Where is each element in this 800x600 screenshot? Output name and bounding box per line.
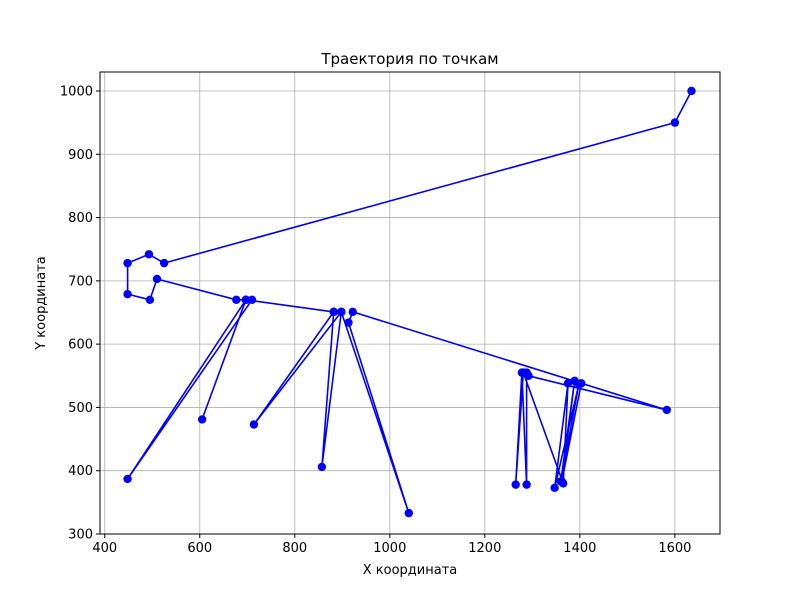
trajectory-point: [337, 307, 346, 317]
trajectory-point: [123, 474, 132, 484]
x-tick-label: 400: [92, 541, 117, 556]
x-tick-label: 1000: [373, 541, 406, 556]
y-tick-label: 800: [68, 211, 93, 226]
trajectory-point: [152, 274, 162, 284]
trajectory-point: [687, 86, 696, 96]
trajectory-point: [241, 295, 251, 305]
trajectory-point: [232, 295, 241, 305]
x-axis-label: X координата: [363, 563, 458, 578]
trajectory-point: [519, 368, 528, 377]
y-tick-label: 900: [68, 148, 93, 163]
x-tick-label: 600: [187, 541, 212, 556]
trajectory-point: [563, 379, 573, 388]
grid: [100, 72, 720, 535]
trajectory-point: [348, 307, 357, 317]
series-group: [123, 86, 696, 518]
trajectory-point: [550, 483, 559, 492]
trajectory-point: [145, 295, 155, 305]
trajectory-point: [317, 462, 327, 472]
y-axis-ticks: 300 400 500 600 700 800 900 1000: [60, 84, 100, 543]
x-tick-label: 1200: [468, 541, 501, 556]
trajectory-point: [344, 318, 353, 327]
trajectory-point: [197, 415, 207, 424]
trajectory-point: [557, 477, 566, 486]
y-tick-label: 600: [68, 338, 93, 353]
y-tick-label: 400: [68, 464, 93, 479]
y-tick-label: 1000: [60, 84, 93, 99]
x-tick-label: 800: [282, 541, 307, 556]
trajectory-point: [123, 258, 132, 268]
trajectory-point: [249, 420, 259, 429]
trajectory-point: [670, 118, 680, 127]
chart-title: Траектория по точкам: [320, 50, 498, 68]
trajectory-point: [404, 508, 414, 518]
x-axis-ticks: 400 600 800 1000 1200 1400 1600: [92, 534, 691, 556]
y-tick-label: 700: [68, 274, 93, 289]
x-tick-label: 1600: [658, 541, 691, 556]
y-axis-label: Y координата: [34, 256, 49, 351]
trajectory-point: [662, 405, 671, 415]
y-tick-label: 500: [68, 401, 93, 416]
trajectory-line: [126, 90, 693, 514]
trajectory-point: [123, 289, 132, 299]
trajectory-point: [144, 250, 154, 259]
trajectory-point: [247, 295, 257, 305]
trajectory-point: [511, 480, 520, 489]
trajectory-point: [329, 307, 338, 317]
trajectory-point: [577, 379, 586, 388]
x-tick-label: 1400: [563, 541, 596, 556]
trajectory-point: [159, 258, 169, 268]
trajectory-point: [522, 480, 531, 489]
trajectory-point: [570, 376, 579, 386]
plot-frame: [99, 71, 721, 535]
y-tick-label: 300: [68, 528, 93, 543]
